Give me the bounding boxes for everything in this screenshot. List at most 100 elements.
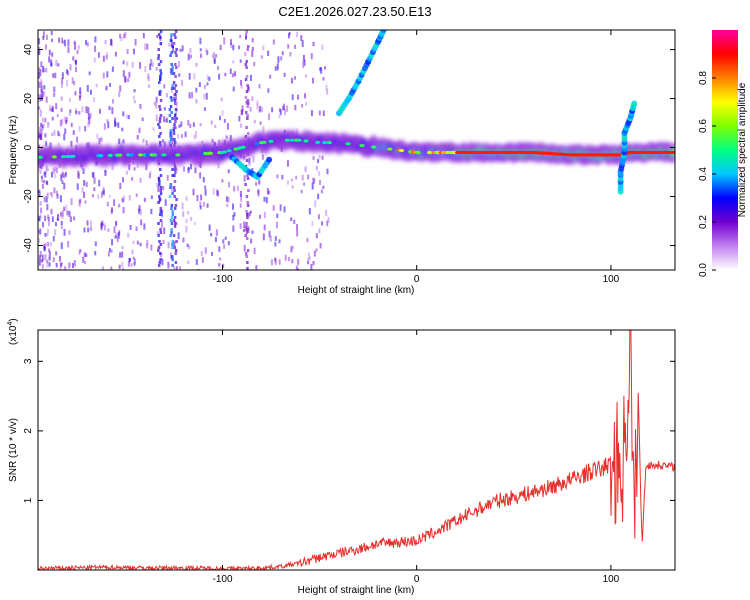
heatmap-branch: [617, 100, 638, 195]
ridge-peak: [38, 155, 43, 159]
heatmap-streak: [157, 177, 161, 180]
heatmap-speckle: [256, 103, 259, 110]
heatmap-speckle: [147, 73, 150, 79]
heatmap-speckle: [244, 227, 247, 232]
heatmap-speckle: [90, 220, 93, 227]
heatmap-speckle: [205, 92, 208, 100]
heatmap-speckle: [57, 63, 60, 67]
heatmap-speckle: [292, 245, 295, 249]
heatmap-streak: [157, 48, 160, 51]
heatmap-speckle: [39, 228, 42, 235]
heatmap-speckle: [233, 212, 236, 217]
heatmap-speckle: [48, 257, 51, 261]
heatmap-streak: [173, 87, 176, 90]
heatmap-speckle: [213, 57, 216, 65]
heatmap-speckle: [47, 122, 50, 126]
heatmap-speckle: [52, 73, 55, 78]
heatmap-ridge-core: [38, 138, 675, 159]
heatmap-streak: [170, 51, 173, 54]
heatmap-speckle: [188, 73, 191, 80]
heatmap-speckle: [65, 119, 68, 125]
heatmap-speckle: [42, 179, 45, 184]
heatmap-speckle: [183, 166, 186, 172]
heatmap-streak: [174, 168, 177, 171]
heatmap-speckle: [321, 155, 324, 160]
snr-y-tick-label: 2: [23, 428, 34, 434]
heatmap-speckle: [204, 189, 207, 196]
heatmap-speckle: [105, 87, 108, 91]
heatmap-speckle: [121, 197, 124, 203]
heatmap-speckle: [39, 69, 42, 76]
heatmap-streak: [175, 240, 178, 243]
heatmap-speckle: [317, 214, 320, 220]
heatmap-speckle: [201, 140, 204, 144]
heatmap-speckle: [45, 34, 48, 40]
heatmap-speckle: [189, 54, 192, 59]
spectrogram-y-tick-label: 20: [23, 93, 34, 105]
heatmap-speckle: [44, 133, 47, 138]
heatmap-streak: [169, 39, 173, 42]
heatmap-speckle: [46, 203, 49, 211]
heatmap-speckle: [97, 52, 100, 58]
heatmap-speckle: [50, 192, 53, 198]
heatmap-speckle: [305, 74, 308, 78]
heatmap-speckle: [67, 39, 70, 47]
heatmap-speckle: [278, 239, 281, 244]
heatmap-speckle: [315, 233, 318, 239]
ridge-peak: [326, 141, 332, 145]
heatmap-speckle: [110, 249, 113, 253]
heatmap-speckle: [267, 190, 270, 195]
heatmap-speckle: [127, 232, 130, 238]
spectrogram-heatmap: [38, 30, 675, 270]
ridge-peak: [70, 154, 76, 158]
heatmap-speckle: [45, 96, 48, 103]
heatmap-streak: [246, 45, 250, 48]
heatmap-speckle: [106, 201, 109, 207]
heatmap-speckle: [318, 228, 321, 234]
snr-plot-area: [38, 330, 675, 570]
heatmap-speckle: [40, 61, 43, 68]
heatmap-speckle: [190, 163, 193, 170]
heatmap-streak: [172, 186, 176, 189]
heatmap-speckle: [308, 252, 311, 257]
heatmap-speckle: [200, 53, 203, 58]
heatmap-streak: [175, 198, 178, 201]
heatmap-speckle: [82, 256, 85, 263]
heatmap-speckle: [271, 107, 274, 113]
heatmap-speckle: [138, 127, 141, 134]
heatmap-speckle: [275, 221, 278, 229]
heatmap-speckle: [66, 70, 69, 76]
heatmap-speckle: [121, 261, 124, 268]
heatmap-speckle: [58, 37, 61, 43]
heatmap-speckle: [178, 73, 181, 77]
heatmap-speckle: [81, 106, 84, 113]
heatmap-streak: [245, 30, 249, 33]
heatmap-speckle: [195, 99, 198, 104]
heatmap-streak: [158, 108, 162, 111]
heatmap-speckle: [93, 177, 96, 184]
heatmap-speckle: [46, 232, 49, 237]
heatmap-speckle: [38, 81, 41, 88]
heatmap-speckle: [170, 186, 173, 192]
heatmap-streak: [245, 210, 248, 213]
heatmap-speckle: [51, 132, 54, 136]
heatmap-speckle: [122, 206, 125, 214]
heatmap-speckle: [117, 232, 120, 239]
heatmap-speckle: [54, 72, 57, 79]
heatmap-speckle: [111, 239, 114, 246]
heatmap-speckle: [61, 37, 64, 44]
heatmap-speckle: [280, 56, 283, 61]
heatmap-speckle: [163, 141, 166, 148]
heatmap-speckle: [54, 222, 57, 227]
heatmap-speckle: [48, 262, 51, 267]
heatmap-speckle: [220, 97, 223, 102]
heatmap-speckle: [67, 241, 70, 248]
heatmap-speckle: [73, 260, 76, 267]
heatmap-speckle: [322, 77, 325, 81]
heatmap-speckle: [251, 38, 254, 43]
ridge-peak: [345, 142, 351, 146]
heatmap-speckle: [61, 72, 64, 80]
heatmap-speckle: [53, 86, 56, 93]
heatmap-speckle: [174, 93, 177, 100]
heatmap-speckle: [156, 182, 159, 187]
